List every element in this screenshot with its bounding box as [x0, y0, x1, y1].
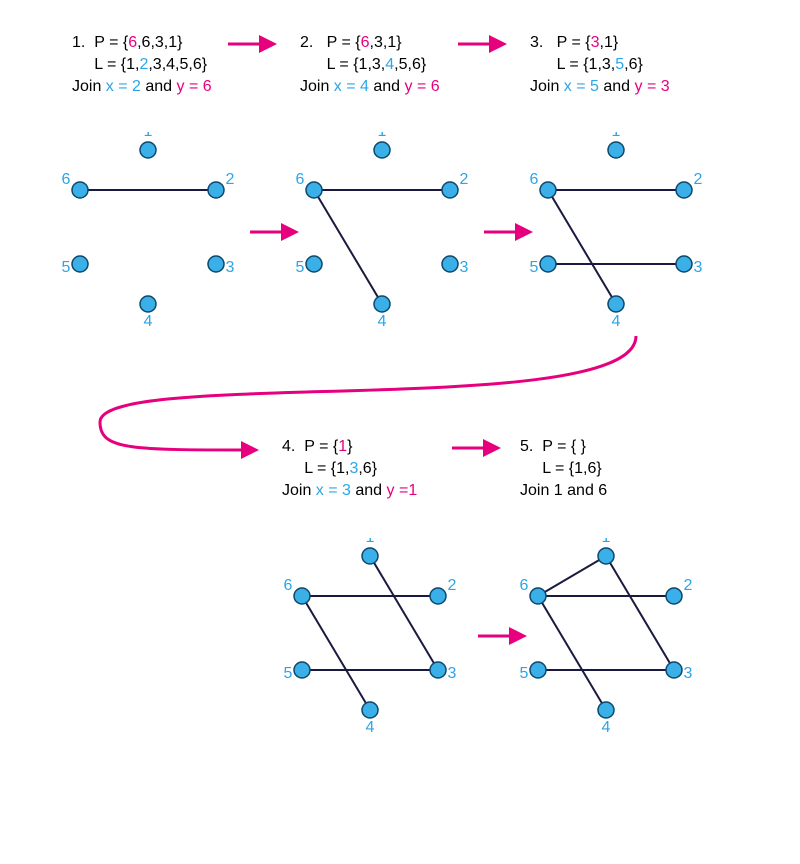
- edge-3-1: [370, 556, 438, 670]
- node-6: [72, 182, 88, 198]
- node-3: [666, 662, 682, 678]
- node-label-1: 1: [602, 538, 611, 546]
- node-1: [608, 142, 624, 158]
- node-4: [374, 296, 390, 312]
- node-label-4: 4: [612, 313, 621, 330]
- node-3: [208, 256, 224, 272]
- node-label-2: 2: [226, 171, 235, 188]
- node-label-4: 4: [602, 719, 611, 736]
- node-1: [140, 142, 156, 158]
- node-label-6: 6: [296, 171, 305, 188]
- node-1: [598, 548, 614, 564]
- graph-step-5: 1 2 3 4 5 6: [506, 538, 706, 738]
- node-5: [72, 256, 88, 272]
- node-6: [294, 588, 310, 604]
- node-4: [362, 702, 378, 718]
- node-label-4: 4: [144, 313, 153, 330]
- node-5: [294, 662, 310, 678]
- node-label-2: 2: [684, 577, 693, 594]
- node-label-2: 2: [460, 171, 469, 188]
- node-label-1: 1: [612, 132, 621, 140]
- node-label-3: 3: [448, 665, 457, 682]
- node-label-2: 2: [694, 171, 703, 188]
- node-1: [374, 142, 390, 158]
- step-2-text: 2. P = {6,3,1} L = {1,3,4,5,6}Join x = 4…: [300, 32, 440, 98]
- graph-step-3: 1 2 3 4 5 6: [516, 132, 716, 332]
- node-6: [540, 182, 556, 198]
- node-4: [598, 702, 614, 718]
- step-3-text: 3. P = {3,1} L = {1,3,5,6}Join x = 5 and…: [530, 32, 670, 98]
- node-label-5: 5: [284, 665, 293, 682]
- node-label-6: 6: [284, 577, 293, 594]
- node-label-6: 6: [520, 577, 529, 594]
- node-label-1: 1: [366, 538, 375, 546]
- node-label-3: 3: [684, 665, 693, 682]
- edge-6-4: [548, 190, 616, 304]
- node-6: [306, 182, 322, 198]
- node-5: [540, 256, 556, 272]
- step-1-text: 1. P = {6,6,3,1} L = {1,2,3,4,5,6}Join x…: [72, 32, 212, 98]
- node-label-5: 5: [530, 259, 539, 276]
- edge-3-1: [606, 556, 674, 670]
- step-4-text: 4. P = {1} L = {1,3,6}Join x = 3 and y =…: [282, 436, 417, 502]
- edge-6-4: [314, 190, 382, 304]
- edge-6-4: [538, 596, 606, 710]
- node-label-5: 5: [520, 665, 529, 682]
- node-label-3: 3: [226, 259, 235, 276]
- node-label-1: 1: [378, 132, 387, 140]
- node-5: [306, 256, 322, 272]
- graph-step-4: 1 2 3 4 5 6: [270, 538, 470, 738]
- node-3: [676, 256, 692, 272]
- node-2: [676, 182, 692, 198]
- arrow-curve: [100, 336, 636, 450]
- node-2: [208, 182, 224, 198]
- node-3: [442, 256, 458, 272]
- node-label-4: 4: [366, 719, 375, 736]
- node-label-5: 5: [62, 259, 71, 276]
- graph-step-2: 1 2 3 4 5 6: [282, 132, 482, 332]
- node-2: [666, 588, 682, 604]
- node-2: [430, 588, 446, 604]
- graph-step-1: 1 2 3 4 5 6: [48, 132, 248, 332]
- node-6: [530, 588, 546, 604]
- node-label-4: 4: [378, 313, 387, 330]
- node-label-3: 3: [694, 259, 703, 276]
- edge-6-4: [302, 596, 370, 710]
- node-4: [140, 296, 156, 312]
- node-label-2: 2: [448, 577, 457, 594]
- node-label-1: 1: [144, 132, 153, 140]
- node-1: [362, 548, 378, 564]
- node-label-5: 5: [296, 259, 305, 276]
- node-label-6: 6: [62, 171, 71, 188]
- node-2: [442, 182, 458, 198]
- node-label-3: 3: [460, 259, 469, 276]
- step-5-text: 5. P = { } L = {1,6}Join 1 and 6: [520, 436, 607, 502]
- node-3: [430, 662, 446, 678]
- edge-1-6: [538, 556, 606, 596]
- node-4: [608, 296, 624, 312]
- node-label-6: 6: [530, 171, 539, 188]
- node-5: [530, 662, 546, 678]
